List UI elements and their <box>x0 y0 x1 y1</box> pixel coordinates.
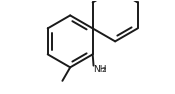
Text: 2: 2 <box>102 67 106 73</box>
Text: NH: NH <box>94 65 107 74</box>
